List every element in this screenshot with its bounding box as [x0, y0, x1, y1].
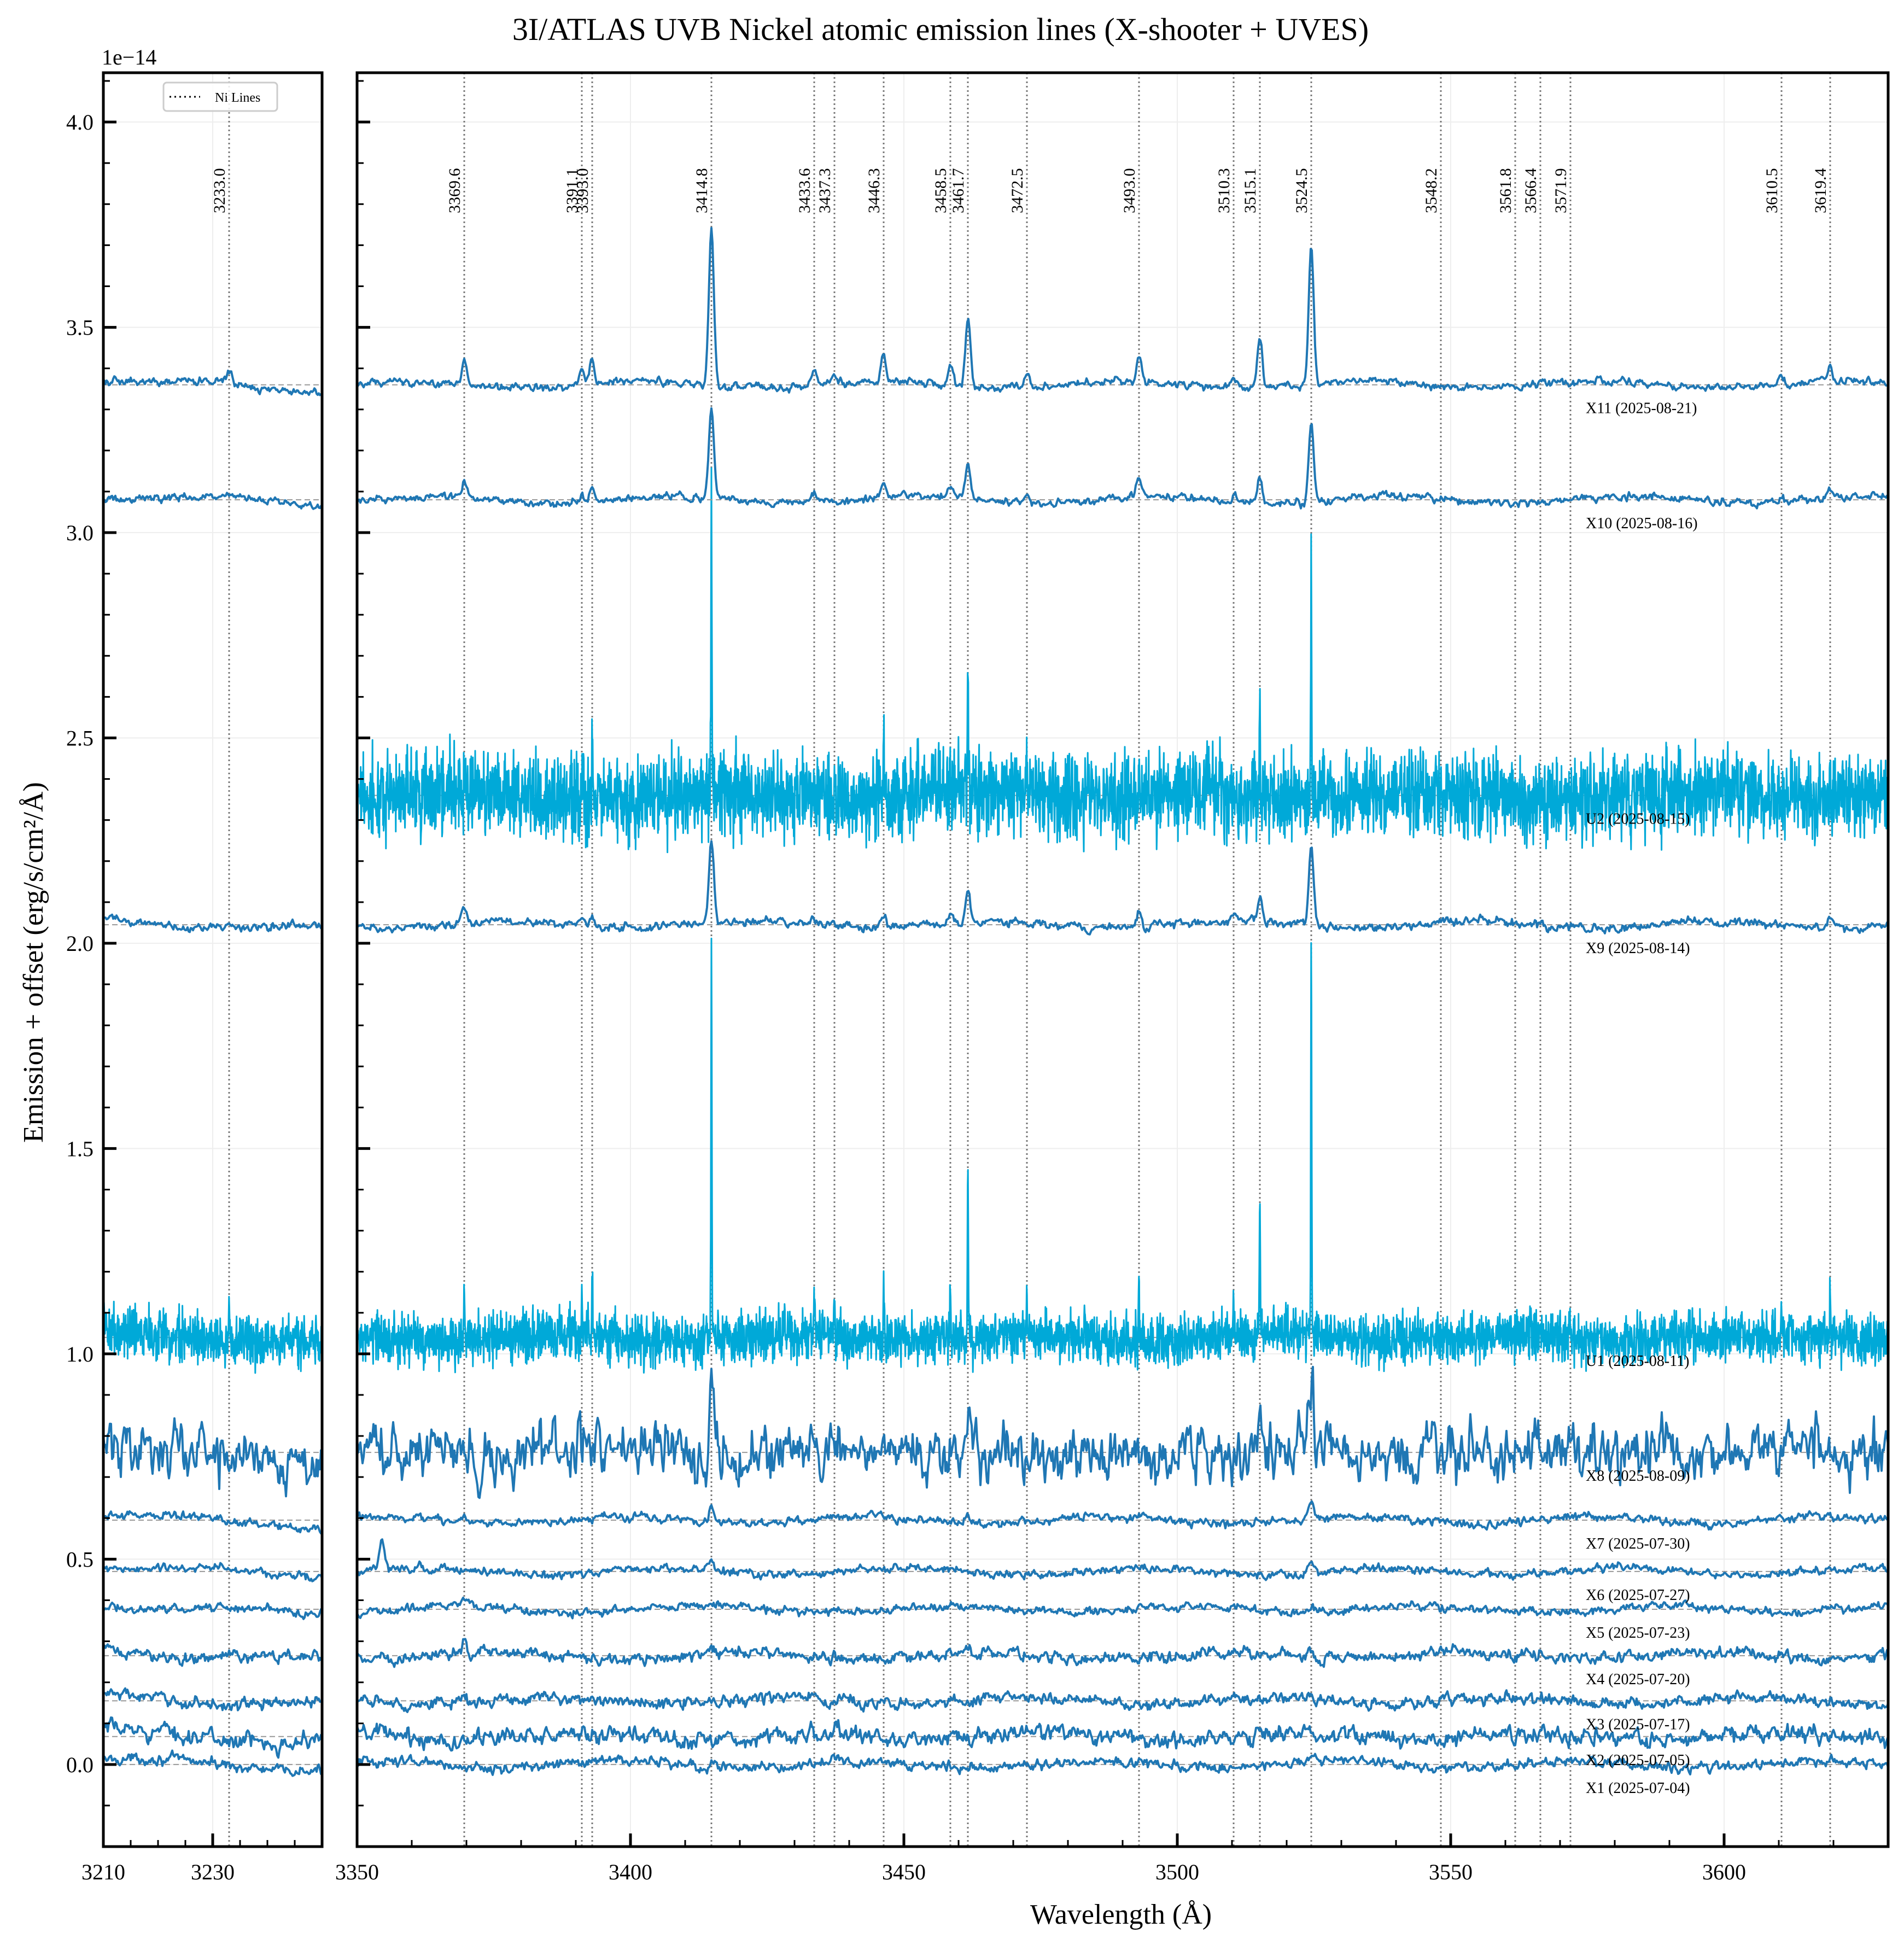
spectrum-line — [357, 1753, 1888, 1776]
series-label: X2 (2025-07-05) — [1586, 1752, 1690, 1769]
spectrum-line — [357, 1365, 1888, 1499]
series-label: X4 (2025-07-20) — [1586, 1671, 1690, 1688]
series-label: X7 (2025-07-30) — [1586, 1535, 1690, 1552]
ni-line-label: 3493.0 — [1120, 168, 1138, 214]
ni-line-label: 3391.1 — [563, 168, 581, 214]
x-tick-label: 3350 — [335, 1860, 379, 1884]
y-tick-label: 0.0 — [66, 1753, 94, 1777]
spectrum-line — [103, 492, 322, 510]
y-tick-label: 3.5 — [66, 316, 94, 340]
ni-line-label: 3369.6 — [446, 168, 464, 214]
ni-line-label: 3566.4 — [1522, 168, 1540, 214]
x-tick-label: 3210 — [81, 1860, 125, 1884]
spectrum-line — [103, 1602, 322, 1620]
spectrum-line — [357, 840, 1888, 936]
spectrum-line — [103, 1562, 322, 1582]
ni-line-label: 3446.3 — [865, 168, 883, 214]
spectrum-line — [357, 1638, 1888, 1668]
spectrum-line — [357, 1538, 1888, 1581]
legend: Ni Lines — [162, 81, 278, 112]
y-tick-label: 1.5 — [66, 1136, 94, 1161]
series-label: X1 (2025-07-04) — [1586, 1780, 1690, 1797]
y-tick-label: 2.0 — [66, 931, 94, 956]
y-tick-label: 4.0 — [66, 110, 94, 135]
ni-line-label: 3458.5 — [932, 168, 950, 214]
y-tick-label: 3.0 — [66, 521, 94, 545]
spectra — [103, 369, 322, 1777]
ni-line-label: 3393.0 — [574, 168, 592, 214]
ni-line-label: 3548.2 — [1422, 168, 1440, 214]
y-ticks — [357, 80, 370, 1807]
spectrum-line — [103, 369, 322, 396]
legend-label: Ni Lines — [215, 91, 260, 105]
y-tick-label: 2.5 — [66, 726, 94, 751]
x-axis-label: Wavelength (Å) — [1030, 1899, 1212, 1930]
ni-line-label: 3472.5 — [1008, 168, 1026, 214]
y-tick-label: 1.0 — [66, 1342, 94, 1366]
series-label: X3 (2025-07-17) — [1586, 1716, 1690, 1733]
series-label: X6 (2025-07-27) — [1586, 1587, 1690, 1604]
series-label: X8 (2025-08-09) — [1586, 1468, 1690, 1485]
ni-line-label: 3461.7 — [949, 168, 967, 214]
x-tick-label: 3450 — [882, 1860, 926, 1884]
ni-line-label: 3610.5 — [1763, 168, 1781, 214]
spectrum-line — [357, 1500, 1888, 1531]
ni-lines: 3233.0 — [211, 73, 230, 1847]
spectrum-line — [103, 1295, 322, 1374]
y-axis-label: Emission + offset (erg/s/cm²/Å) — [18, 782, 49, 1143]
spectrum-line — [103, 1510, 322, 1535]
series-label: U2 (2025-08-15) — [1586, 811, 1690, 828]
x-tick-label: 3500 — [1155, 1860, 1199, 1884]
spectrum-line — [357, 1719, 1888, 1752]
ni-line-label: 3433.6 — [796, 168, 814, 214]
ni-line-label: 3561.8 — [1497, 168, 1515, 214]
spectrum-line — [357, 1596, 1888, 1620]
spectrum-line — [103, 1687, 322, 1712]
series-label: U1 (2025-08-11) — [1586, 1353, 1689, 1370]
y-tick-label: 0.5 — [66, 1547, 94, 1572]
y-scale-label: 1e−14 — [102, 45, 156, 69]
spectrum-line — [357, 1689, 1888, 1713]
series-label: X9 (2025-08-14) — [1586, 940, 1690, 957]
spectrum-line — [103, 1716, 322, 1759]
ni-line-label: 3571.9 — [1552, 168, 1570, 214]
spectrum-line — [357, 226, 1888, 394]
spectrum-line — [103, 1643, 322, 1667]
spectrum-line — [357, 407, 1888, 510]
ni-line-label: 3437.3 — [816, 168, 834, 214]
series-label: X11 (2025-08-21) — [1586, 400, 1697, 417]
spectrum-line — [103, 913, 322, 933]
x-ticks: 3350 3400 3450 3500 3550 3600 — [335, 1833, 1889, 1884]
legend-box — [162, 81, 278, 112]
x-tick-label: 3400 — [609, 1860, 652, 1884]
spectrum-line — [103, 1417, 322, 1498]
ni-line-label: 3414.8 — [693, 168, 711, 214]
x-tick-label: 3600 — [1702, 1860, 1746, 1884]
grid — [103, 73, 322, 1847]
x-ticks: 3210 3230 — [81, 1833, 324, 1884]
series-label: X5 (2025-07-23) — [1586, 1625, 1690, 1642]
ni-line-label: 3619.4 — [1812, 168, 1830, 214]
spectrum-line — [357, 937, 1888, 1374]
x-tick-label: 3550 — [1429, 1860, 1473, 1884]
spectra — [357, 226, 1888, 1776]
spectrum-line — [103, 1749, 322, 1777]
series-label: X10 (2025-08-16) — [1586, 515, 1698, 532]
left-panel: 3233.0 0.0 0.5 1.0 1.5 2.0 2.5 3.0 3.5 4.0 3210 323… — [66, 71, 324, 1884]
ni-line-label: 3510.3 — [1215, 168, 1233, 214]
ni-line-label: 3524.5 — [1293, 168, 1311, 214]
ni-line-label: 3233.0 — [211, 168, 229, 214]
chart-title: 3I/ATLAS UVB Nickel atomic emission line… — [512, 11, 1369, 47]
ni-line-label: 3515.1 — [1241, 168, 1259, 214]
x-tick-label: 3230 — [191, 1860, 235, 1884]
spectrum-line — [357, 467, 1888, 854]
y-ticks: 0.0 0.5 1.0 1.5 2.0 2.5 3.0 3.5 4.0 — [66, 80, 116, 1807]
